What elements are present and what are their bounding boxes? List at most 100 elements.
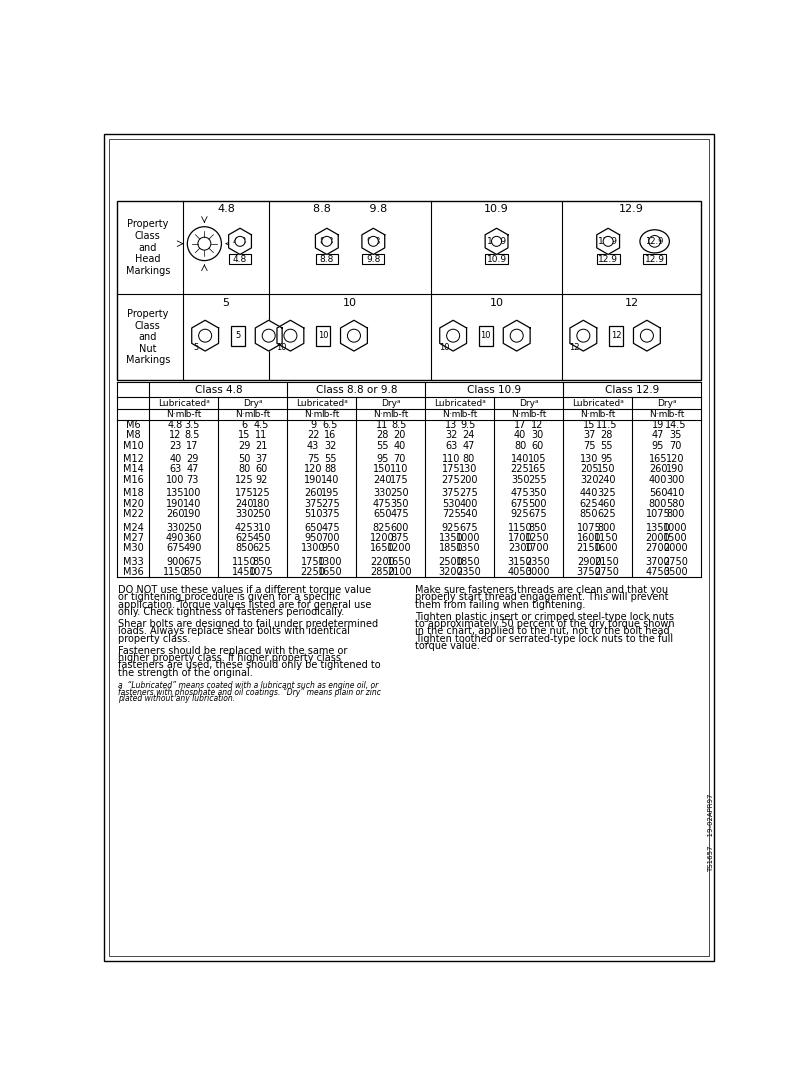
Circle shape (603, 236, 613, 246)
Text: 8.5: 8.5 (185, 430, 200, 440)
Text: 3.5: 3.5 (185, 420, 200, 429)
Text: 3200: 3200 (439, 567, 464, 578)
Text: 60: 60 (255, 464, 267, 475)
Text: application. Torque values listed are for general use: application. Torque values listed are fo… (118, 599, 372, 610)
Text: Dryᵃ: Dryᵃ (519, 399, 539, 408)
Circle shape (577, 330, 590, 343)
Text: 125: 125 (252, 488, 271, 499)
Bar (316, 325, 330, 346)
Text: 130: 130 (459, 464, 477, 475)
Text: 2700: 2700 (646, 543, 670, 554)
Text: M30: M30 (123, 543, 144, 554)
Text: 1075: 1075 (249, 567, 274, 578)
Text: 120: 120 (304, 464, 322, 475)
Text: 9.8: 9.8 (366, 255, 381, 263)
Text: 510: 510 (304, 509, 322, 519)
Text: 60: 60 (531, 440, 543, 451)
Text: 1150: 1150 (508, 522, 532, 532)
Text: 1300: 1300 (301, 543, 326, 554)
Text: 63: 63 (445, 440, 457, 451)
Text: 675: 675 (166, 543, 184, 554)
Text: M18: M18 (123, 488, 144, 499)
Text: 1200: 1200 (369, 533, 394, 543)
Text: 135: 135 (166, 488, 184, 499)
Text: Lubricatedᵃ: Lubricatedᵃ (296, 399, 348, 408)
Text: 250: 250 (252, 509, 271, 519)
Text: M14: M14 (123, 464, 144, 475)
Text: M20: M20 (123, 499, 144, 508)
Text: 3750: 3750 (577, 567, 602, 578)
Text: 140: 140 (511, 454, 529, 464)
Circle shape (235, 236, 245, 246)
Text: 1250: 1250 (525, 533, 550, 543)
Text: 195: 195 (321, 488, 340, 499)
Text: 205: 205 (580, 464, 598, 475)
Text: 19: 19 (652, 420, 664, 429)
Text: lb-ft: lb-ft (322, 410, 340, 418)
Text: 43: 43 (307, 440, 319, 451)
Text: in the chart, applied to the nut, not to the bolt head.: in the chart, applied to the nut, not to… (415, 627, 673, 636)
Text: 475: 475 (321, 522, 340, 532)
Text: 11: 11 (255, 430, 267, 440)
Text: 475: 475 (373, 499, 392, 508)
Text: 1600: 1600 (594, 543, 618, 554)
Text: fasteners with phosphate and oil coatings. “Dry” means plain or zinc: fasteners with phosphate and oil coating… (118, 687, 381, 697)
Text: 165: 165 (528, 464, 547, 475)
Text: 3700: 3700 (646, 557, 670, 567)
Text: 190: 190 (304, 475, 322, 485)
Text: 2250: 2250 (301, 567, 326, 578)
Text: 95: 95 (376, 454, 389, 464)
Text: 2150: 2150 (577, 543, 602, 554)
Text: 28: 28 (600, 430, 613, 440)
Text: 375: 375 (304, 499, 322, 508)
Text: Lubricatedᵃ: Lubricatedᵃ (158, 399, 210, 408)
Text: M16: M16 (123, 475, 144, 485)
Text: 30: 30 (531, 430, 543, 440)
Text: 325: 325 (597, 488, 615, 499)
Text: Tighten toothed or serrated-type lock nuts to the full: Tighten toothed or serrated-type lock nu… (415, 634, 674, 644)
Text: 800: 800 (666, 509, 685, 519)
Text: 1650: 1650 (318, 567, 342, 578)
Text: 675: 675 (528, 509, 547, 519)
Text: N·m: N·m (649, 410, 667, 418)
Text: 6: 6 (241, 420, 247, 429)
Text: 625: 625 (580, 499, 598, 508)
Text: M27: M27 (123, 533, 144, 543)
Text: Lubricatedᵃ: Lubricatedᵃ (434, 399, 486, 408)
Text: 675: 675 (511, 499, 529, 508)
Text: lb-ft: lb-ft (597, 410, 615, 418)
Text: 95: 95 (652, 440, 664, 451)
Text: 10: 10 (276, 343, 286, 351)
Text: 375: 375 (442, 488, 460, 499)
Text: 260: 260 (304, 488, 322, 499)
Text: 12.9: 12.9 (646, 236, 664, 246)
Text: 320: 320 (580, 475, 598, 485)
Bar (316, 254, 338, 264)
Text: 3000: 3000 (525, 567, 550, 578)
Text: 1500: 1500 (663, 533, 688, 543)
Text: higher property class. If higher property class: higher property class. If higher propert… (118, 653, 342, 663)
Text: 275: 275 (442, 475, 460, 485)
Text: 5: 5 (235, 332, 240, 340)
Text: lb-ft: lb-ft (184, 410, 202, 418)
Text: 12.9: 12.9 (598, 236, 618, 246)
Text: 9.5: 9.5 (460, 420, 476, 429)
Text: 2000: 2000 (646, 533, 670, 543)
Text: 1200: 1200 (387, 543, 412, 554)
Text: 6.5: 6.5 (322, 420, 338, 429)
Text: M33: M33 (123, 557, 144, 567)
Text: N·m: N·m (511, 410, 529, 418)
Text: 330: 330 (373, 488, 391, 499)
Text: 950: 950 (304, 533, 322, 543)
Text: 1350: 1350 (439, 533, 464, 543)
Text: properly start thread engagement. This will prevent: properly start thread engagement. This w… (415, 593, 669, 603)
Text: Dryᵃ: Dryᵃ (381, 399, 401, 408)
Text: M8: M8 (126, 430, 140, 440)
Text: 130: 130 (580, 454, 598, 464)
Text: N·m: N·m (580, 410, 598, 418)
Text: only. Check tightness of fasteners periodically.: only. Check tightness of fasteners perio… (118, 607, 345, 617)
Text: 63: 63 (169, 464, 181, 475)
Text: 850: 850 (235, 543, 254, 554)
Text: 12.9: 12.9 (598, 255, 618, 263)
Text: Make sure fasteners threads are clean and that you: Make sure fasteners threads are clean an… (415, 585, 668, 595)
